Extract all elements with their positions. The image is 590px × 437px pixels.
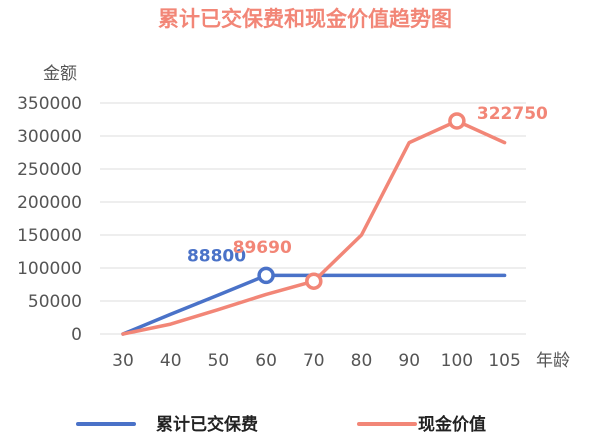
marker-point	[448, 112, 466, 130]
legend-label: 累计已交保费	[156, 414, 258, 435]
x-tick-labels: 30 40 50 60 70 80 90 100 105	[112, 351, 521, 371]
chart-title: 累计已交保费和现金价值趋势图	[158, 7, 452, 31]
marker-point	[257, 266, 275, 285]
x-axis-label: 年龄	[536, 351, 570, 371]
y-tick-label: 100000	[17, 259, 82, 279]
x-tick-label: 80	[351, 351, 373, 371]
y-tick-label: 250000	[17, 160, 82, 180]
x-tick-label: 100	[441, 351, 473, 371]
series-line-1	[121, 119, 507, 336]
x-tick-label: 30	[112, 351, 134, 371]
x-tick-label: 40	[160, 351, 182, 371]
highlight-markers	[257, 112, 466, 290]
x-tick-label: 70	[303, 351, 325, 371]
series-lines	[121, 119, 507, 336]
x-tick-label: 90	[398, 351, 420, 371]
x-tick-label: 50	[208, 351, 230, 371]
y-tick-label: 50000	[28, 292, 82, 312]
y-tick-label: 300000	[17, 127, 82, 147]
callout-label: 88800	[187, 246, 246, 266]
legend-label: 现金价值	[418, 414, 486, 435]
y-tick-labels: 0 50000 100000 150000 200000 250000 300000 3500…	[17, 94, 82, 345]
legend: 累计已交保费 现金价值	[76, 414, 486, 435]
y-axis-label: 金额	[43, 64, 77, 84]
callout-label: 322750	[477, 104, 548, 124]
x-tick-label: 60	[255, 351, 277, 371]
y-tick-label: 200000	[17, 193, 82, 213]
y-tick-label: 350000	[17, 94, 82, 114]
x-tick-label: 105	[488, 351, 520, 371]
callout-label: 89690	[233, 238, 292, 258]
y-tick-label: 150000	[17, 226, 82, 246]
y-tick-label: 0	[71, 325, 82, 345]
marker-point	[305, 272, 323, 290]
gridlines	[100, 102, 526, 335]
